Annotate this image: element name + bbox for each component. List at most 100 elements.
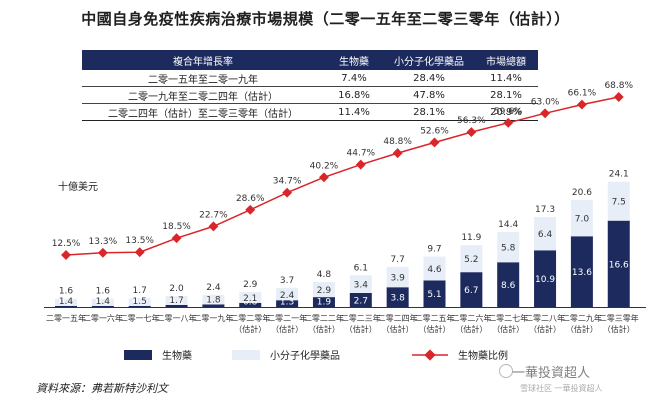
label-biologics: 13.6 [572, 268, 592, 278]
bar-biologics [607, 220, 630, 307]
label-total: 9.7 [427, 245, 441, 255]
x-tick-label-est: （估計） [234, 324, 266, 334]
ratio-point [392, 148, 403, 159]
ratio-label: 63.0% [531, 97, 560, 107]
ratio-point [466, 127, 477, 138]
cagr-cell: 11.4% [324, 103, 384, 121]
bar-biologics [497, 262, 520, 307]
legend-label: 生物藥比例 [458, 351, 508, 362]
ratio-label: 22.7% [199, 210, 228, 220]
label-total: 7.7 [390, 255, 404, 265]
x-tick-label: 二零二零年 [230, 313, 270, 323]
x-tick-label: 二零二八年 [525, 313, 565, 323]
label-biologics: 3.8 [390, 294, 405, 304]
cagr-header-cell: 小分子化學藥品 [384, 50, 474, 70]
x-tick-label-est: （估計） [603, 324, 635, 334]
ratio-point [171, 233, 182, 244]
bar-biologics [55, 305, 77, 307]
label-total: 2.0 [169, 284, 184, 294]
label-total: 14.4 [498, 220, 518, 230]
cagr-cell: 28.1% [474, 86, 538, 104]
x-tick-label-est: （估計） [529, 324, 561, 334]
label-small-molecule: 1.4 [59, 297, 74, 307]
label-total: 20.6 [572, 188, 592, 198]
ratio-point [97, 247, 108, 258]
bar-biologics [165, 304, 188, 307]
ratio-point [208, 221, 219, 232]
ratio-point [576, 99, 587, 110]
label-small-molecule: 1.4 [96, 297, 111, 307]
ratio-point [61, 250, 71, 260]
label-total: 2.4 [206, 283, 221, 293]
bar-biologics [570, 236, 593, 307]
ratio-point [245, 204, 256, 215]
bar-biologics [386, 287, 409, 307]
label-biologics: 16.6 [609, 260, 629, 270]
cagr-cell: 20.9% [474, 103, 538, 121]
x-tick-label-est: （估計） [419, 324, 451, 334]
label-biologics: 0.4 [169, 298, 184, 308]
bar-biologics [202, 304, 225, 307]
bar-biologics [423, 280, 446, 307]
label-small-molecule: 7.5 [612, 198, 626, 208]
x-tick-label-est: （估計） [271, 324, 303, 334]
cagr-header-cell: 市場總額 [474, 50, 538, 70]
cagr-header-cell: 複合年增長率 [82, 50, 324, 70]
cagr-row: 二零一九年至二零二四年（估計） 16.8% 47.8% 28.1% [82, 86, 538, 104]
label-small-molecule: 3.9 [390, 274, 405, 284]
cagr-header-cell: 生物藥 [324, 50, 384, 70]
bar-small-molecule [570, 199, 593, 237]
cagr-cell: 47.8% [384, 86, 474, 104]
watermark-sub: 雪球社区 一華投資超人 [520, 384, 603, 393]
label-small-molecule: 2.1 [243, 294, 257, 304]
label-biologics: 0.2 [59, 298, 73, 308]
x-tick-label: 二零二五年 [415, 313, 455, 323]
label-biologics: 5.1 [427, 290, 441, 300]
label-biologics: 0.8 [243, 298, 258, 308]
bar-small-molecule [349, 275, 372, 293]
bar-small-molecule [312, 282, 335, 298]
ratio-point [355, 159, 366, 170]
source-note: 資料來源：弗若斯特沙利文 [36, 382, 168, 395]
bar-biologics [460, 272, 483, 307]
bar-small-molecule [128, 298, 151, 306]
label-total: 1.6 [96, 287, 111, 297]
label-total: 1.6 [59, 287, 74, 297]
x-tick-label-est: （估計） [308, 324, 340, 334]
ratio-point [503, 117, 514, 128]
legend-swatch-biologics [124, 349, 152, 360]
x-tick-label-est: （估計） [455, 324, 487, 334]
x-tick-label: 二零一七年 [120, 313, 160, 323]
label-small-molecule: 4.6 [427, 265, 442, 275]
cagr-cell: 28.4% [384, 70, 474, 87]
bar-biologics [312, 297, 335, 307]
ratio-point [540, 108, 551, 119]
ratio-label: 59.6% [494, 107, 523, 117]
bar-biologics [349, 292, 372, 307]
cagr-table: 複合年增長率 生物藥 小分子化學藥品 市場總額 二零一五年至二零一九年 7.4%… [82, 50, 538, 121]
legend-swatch-small-molecule [232, 349, 260, 360]
label-biologics: 1.9 [317, 298, 332, 308]
bar-biologics [534, 250, 557, 307]
chart-title: 中國自身免疫性疾病治療市場規模（二零一五年至二零三零年（估計）） [81, 10, 570, 28]
x-tick-label-est: （估計） [345, 324, 377, 334]
x-tick-label: 二零二六年 [451, 313, 491, 323]
x-tick-label: 二零二三年 [341, 313, 381, 323]
x-tick-label: 二零一九年 [193, 313, 233, 323]
bar-small-molecule [423, 256, 446, 281]
label-small-molecule: 3.4 [354, 281, 369, 291]
ratio-point [429, 137, 440, 148]
cagr-cell: 二零二四年（估計）至二零三零年（估計） [82, 103, 324, 121]
x-tick-label-est: （估計） [492, 324, 524, 334]
bar-small-molecule [607, 181, 630, 221]
bar-small-molecule [202, 295, 225, 305]
ratio-line [65, 96, 619, 256]
bar-biologics [128, 305, 151, 307]
x-tick-label-est: （估計） [566, 324, 598, 334]
x-tick-label: 二零一五年 [46, 313, 86, 323]
ratio-point [613, 92, 624, 102]
cagr-header-row: 複合年增長率 生物藥 小分子化學藥品 市場總額 [82, 50, 538, 70]
bar-small-molecule [55, 298, 77, 306]
bar-biologics [276, 300, 299, 307]
ratio-point [319, 172, 329, 183]
